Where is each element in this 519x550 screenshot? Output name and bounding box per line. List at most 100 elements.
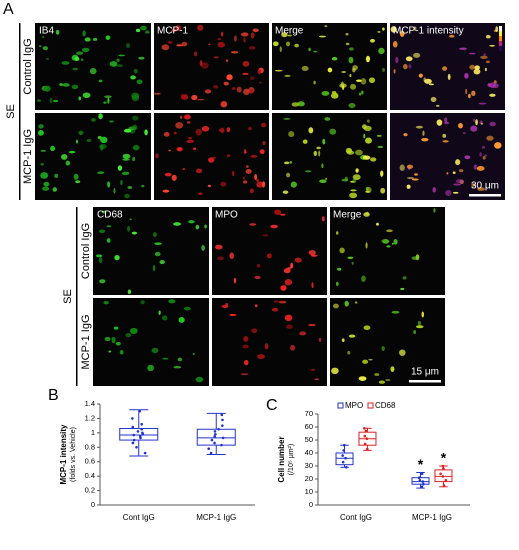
cell xyxy=(171,28,177,33)
y-tick-label: 40 xyxy=(305,448,313,457)
cell xyxy=(486,135,494,141)
cell xyxy=(442,133,447,138)
scale-bar xyxy=(409,380,441,383)
cell xyxy=(220,181,227,187)
micrograph xyxy=(272,113,387,200)
cell xyxy=(447,73,451,81)
cell xyxy=(251,328,258,334)
cell xyxy=(195,128,202,136)
cell xyxy=(313,150,318,157)
cell xyxy=(125,333,132,338)
cell xyxy=(360,78,367,85)
cell xyxy=(433,208,436,213)
cell xyxy=(345,33,349,36)
cell xyxy=(201,125,210,132)
cell xyxy=(242,344,249,349)
image-background xyxy=(330,298,445,386)
cell xyxy=(43,181,50,187)
data-point xyxy=(132,438,136,442)
cell xyxy=(400,287,405,291)
group-bracket xyxy=(76,207,78,386)
cell xyxy=(249,223,257,226)
cell xyxy=(168,299,176,304)
cell xyxy=(207,184,212,188)
cell xyxy=(252,28,259,33)
cell xyxy=(108,350,112,353)
cell xyxy=(257,354,265,360)
cell xyxy=(358,92,362,96)
y-tick-label: 50 xyxy=(305,435,313,444)
cell xyxy=(465,88,468,95)
colorbar xyxy=(499,36,502,41)
data-point xyxy=(363,442,367,446)
scale-bar-label: 30 μm xyxy=(471,181,499,192)
cell xyxy=(368,358,373,361)
micrograph xyxy=(390,113,505,200)
cell xyxy=(254,173,258,180)
cell xyxy=(391,242,394,245)
cell xyxy=(302,139,308,144)
cell xyxy=(376,134,382,137)
cell xyxy=(132,144,140,151)
cell xyxy=(173,131,177,135)
cell xyxy=(40,172,49,179)
cell xyxy=(415,125,423,129)
cell xyxy=(40,162,44,166)
cell xyxy=(382,27,385,31)
cell xyxy=(75,180,81,184)
image-background xyxy=(212,207,327,295)
cell xyxy=(82,30,86,37)
cell xyxy=(199,60,203,66)
cell xyxy=(65,160,71,166)
cell xyxy=(257,69,262,75)
cell xyxy=(297,101,305,107)
cell xyxy=(138,56,145,60)
cell xyxy=(81,58,84,62)
cell xyxy=(455,179,464,184)
cell xyxy=(445,189,452,197)
cell xyxy=(182,168,186,171)
cell xyxy=(455,159,461,166)
cell xyxy=(127,289,132,294)
cell xyxy=(478,102,487,105)
cell xyxy=(347,256,354,259)
cell xyxy=(127,186,133,189)
cell xyxy=(135,28,141,33)
cell xyxy=(362,155,371,160)
cell xyxy=(350,83,357,90)
x-tick-label: MCP-1 IgG xyxy=(196,513,236,522)
cell xyxy=(195,376,204,383)
x-tick-label: Cont IgG xyxy=(123,513,155,522)
cell xyxy=(471,183,476,187)
cell xyxy=(284,314,293,322)
cell xyxy=(393,69,396,74)
cell xyxy=(106,225,112,228)
data-point xyxy=(441,475,445,478)
scale-bar xyxy=(469,194,501,197)
data-point xyxy=(131,417,134,420)
cell xyxy=(183,306,191,311)
cell xyxy=(339,247,345,254)
cell xyxy=(246,165,249,168)
row-bracket xyxy=(93,298,95,386)
cell xyxy=(248,127,252,131)
cell xyxy=(100,136,108,144)
y-tick-label: 0.2 xyxy=(85,486,95,495)
cell xyxy=(141,184,145,188)
cell xyxy=(78,96,82,101)
micrograph xyxy=(94,298,209,386)
row-label: Control IgG xyxy=(22,38,34,94)
cell xyxy=(262,181,266,188)
cell xyxy=(348,56,354,64)
cell xyxy=(125,43,131,49)
cell xyxy=(158,310,161,315)
cell xyxy=(50,145,56,152)
cell xyxy=(127,225,131,232)
cell xyxy=(378,47,385,55)
y-tick-label: 1 xyxy=(91,428,95,437)
cell xyxy=(154,242,162,246)
cell xyxy=(155,153,159,159)
cell xyxy=(348,334,356,338)
cell xyxy=(96,254,103,258)
data-point xyxy=(342,449,345,452)
